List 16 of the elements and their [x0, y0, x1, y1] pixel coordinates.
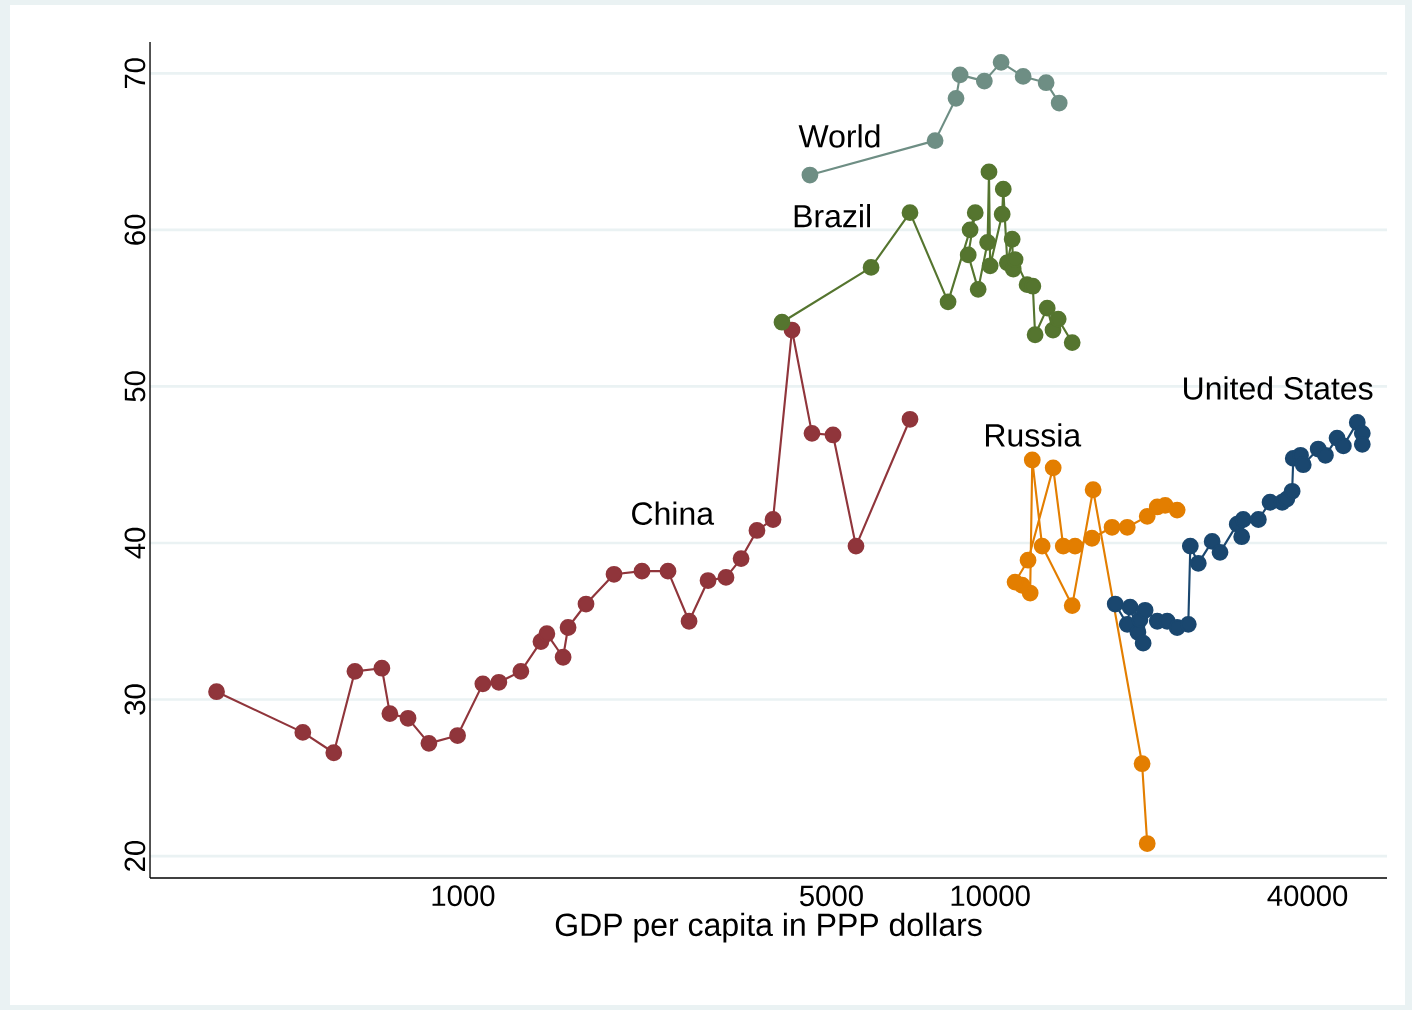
series-label: World — [798, 124, 880, 148]
x-tick-label: 10000 — [951, 885, 1030, 907]
series-label: Russia — [986, 423, 1082, 447]
series-label: China — [632, 501, 715, 525]
y-tick-label: 20 — [124, 840, 146, 871]
y-tick-label: 50 — [124, 371, 146, 402]
y-tick-label: 60 — [124, 214, 146, 245]
x-axis-title: GDP per capita in PPP dollars — [555, 912, 982, 943]
x-tick-label: 5000 — [799, 885, 863, 907]
series-label: United States — [1184, 376, 1373, 400]
series-label: Brazil — [794, 204, 870, 228]
x-tick-label: 40000 — [1267, 885, 1348, 907]
y-tick-label: 30 — [124, 684, 146, 715]
y-tick-label: 40 — [124, 527, 146, 559]
x-tick-label: 1000 — [432, 885, 495, 907]
y-tick-label: 70 — [124, 58, 146, 89]
